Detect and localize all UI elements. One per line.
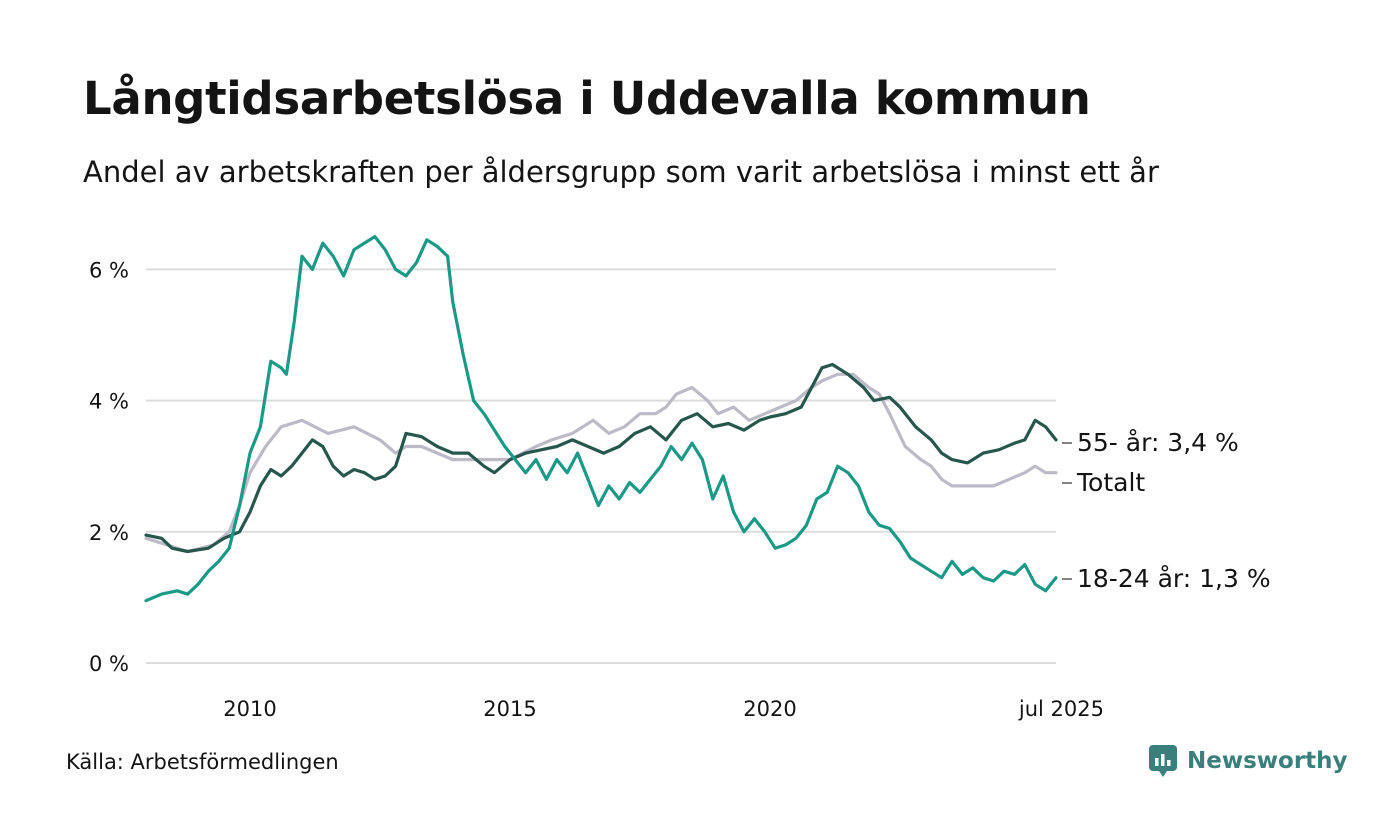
series-end-label: Totalt bbox=[1076, 468, 1145, 497]
gridlines bbox=[146, 268, 1056, 664]
y-tick-label: 2 % bbox=[89, 521, 129, 545]
series-end-label: 55- år: 3,4 % bbox=[1077, 428, 1239, 457]
x-tick-label: 2010 bbox=[223, 697, 276, 721]
y-axis-tick-labels: 0 % 2 % 4 % 6 % bbox=[89, 258, 129, 676]
series-end-labels: Totalt 55- år: 3,4 % 18-24 år: 1,3 % bbox=[1062, 428, 1271, 593]
series-end-label: 18-24 år: 1,3 % bbox=[1077, 564, 1271, 593]
x-tick-label: 2015 bbox=[483, 697, 536, 721]
y-tick-label: 6 % bbox=[89, 258, 129, 282]
y-tick-label: 0 % bbox=[89, 652, 129, 676]
brand-logo[interactable]: Newsworthy bbox=[1148, 744, 1348, 778]
x-axis-tick-labels: 2010 2015 2020 jul 2025 bbox=[223, 697, 1104, 721]
newsworthy-logo-icon bbox=[1149, 745, 1177, 777]
chart-title: Långtidsarbetslösa i Uddevalla kommun bbox=[83, 72, 1091, 125]
series-line-3 bbox=[144, 235, 1058, 603]
x-tick-label: jul 2025 bbox=[1018, 697, 1104, 721]
chart-subtitle: Andel av arbetskraften per åldersgrupp s… bbox=[83, 155, 1159, 189]
brand-name: Newsworthy bbox=[1187, 748, 1348, 774]
source-note: Källa: Arbetsförmedlingen bbox=[66, 750, 339, 774]
series-lines bbox=[144, 235, 1058, 603]
series-line-1 bbox=[144, 372, 1058, 554]
y-tick-label: 4 % bbox=[89, 390, 129, 414]
x-tick-label: 2020 bbox=[743, 697, 796, 721]
series-line-2 bbox=[144, 362, 1058, 554]
